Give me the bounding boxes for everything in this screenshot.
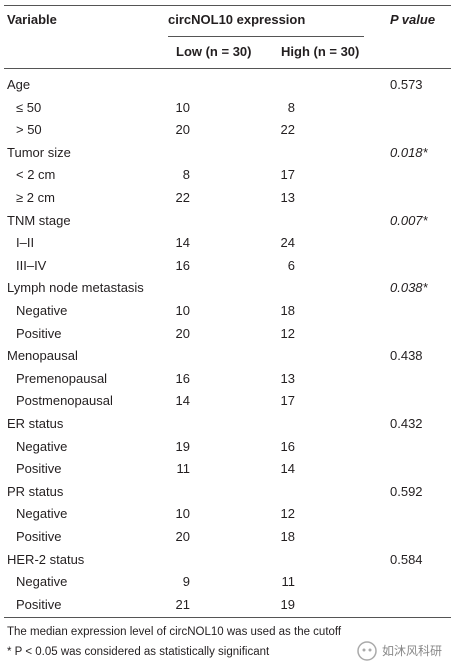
high-count: 6 (287, 257, 295, 273)
group-label: Menopausal (7, 348, 78, 364)
header-rule (4, 68, 451, 69)
watermark-text: 如沐风科研 (382, 644, 443, 658)
high-count: 12 (280, 325, 295, 341)
watermark: 如沐风科研 (356, 640, 450, 662)
high-count: 17 (280, 167, 295, 183)
low-count: 10 (175, 99, 190, 115)
footnote: * P < 0.05 was considered as statistical… (7, 646, 270, 658)
low-count: 11 (176, 461, 191, 477)
row-label: Negative (16, 506, 68, 522)
group-label: TNM stage (7, 212, 71, 228)
high-count: 12 (280, 506, 295, 522)
watermark-icon (357, 641, 377, 661)
row-label: Negative (16, 438, 68, 454)
top-rule (4, 5, 451, 6)
low-count: 21 (175, 596, 190, 612)
p-value: 0.573 (390, 77, 423, 92)
expression-rule (168, 36, 364, 37)
low-count: 14 (175, 235, 190, 251)
row-label: ≤ 50 (16, 99, 42, 115)
p-value: 0.438 (390, 348, 423, 364)
high-count: 17 (280, 393, 295, 409)
row-label: Premenopausal (16, 370, 108, 386)
high-count: 14 (280, 461, 295, 477)
high-count: 8 (287, 99, 295, 115)
p-value: 0.038* (390, 280, 428, 296)
high-count: 16 (280, 438, 295, 454)
high-count: 22 (280, 122, 295, 138)
row-label: Postmenopausal (16, 393, 113, 409)
header-expression: circNOL10 expression (168, 12, 306, 27)
row-label: Negative (16, 303, 68, 318)
bottom-rule (4, 617, 451, 618)
p-value: 0.018* (390, 144, 428, 160)
footnote: The median expression level of circNOL10… (7, 626, 342, 638)
low-count: 9 (182, 574, 190, 590)
high-count: 24 (280, 235, 295, 251)
row-label: III–IV (16, 257, 47, 273)
header-p: P value (390, 12, 436, 27)
group-label: Tumor size (7, 144, 71, 160)
group-label: ER status (7, 416, 64, 431)
low-count: 16 (175, 257, 190, 273)
row-label: I–II (16, 235, 35, 251)
row-label: Positive (16, 461, 62, 477)
row-label: Positive (16, 596, 62, 612)
p-value: 0.592 (390, 483, 423, 499)
high-count: 13 (280, 370, 295, 386)
low-count: 22 (175, 190, 190, 205)
row-label: Positive (16, 529, 62, 544)
row-label: ≥ 2 cm (16, 190, 55, 205)
row-label: Positive (16, 325, 62, 341)
header-low: Low (n = 30) (176, 44, 252, 59)
low-count: 19 (175, 438, 190, 454)
header-high: High (n = 30) (281, 44, 360, 59)
row-label: Negative (16, 574, 68, 590)
row-label: > 50 (16, 122, 42, 138)
low-count: 20 (175, 325, 190, 341)
group-label: Lymph node metastasis (7, 280, 144, 296)
p-value: 0.432 (390, 416, 423, 431)
high-count: 13 (280, 190, 295, 205)
p-value: 0.007* (390, 212, 428, 228)
high-count: 18 (280, 303, 295, 318)
high-count: 18 (280, 529, 295, 544)
low-count: 8 (182, 167, 190, 183)
row-label: < 2 cm (16, 167, 56, 183)
low-count: 16 (175, 370, 190, 386)
low-count: 14 (175, 393, 190, 409)
p-value: 0.584 (390, 551, 423, 567)
high-count: 11 (281, 574, 296, 590)
group-label: HER-2 status (7, 551, 85, 567)
low-count: 20 (175, 529, 190, 544)
header-variable: Variable (7, 12, 57, 27)
low-count: 20 (175, 122, 190, 138)
low-count: 10 (175, 303, 190, 318)
group-label: Age (7, 77, 31, 92)
high-count: 19 (280, 596, 295, 612)
low-count: 10 (175, 506, 190, 522)
group-label: PR status (7, 483, 64, 499)
